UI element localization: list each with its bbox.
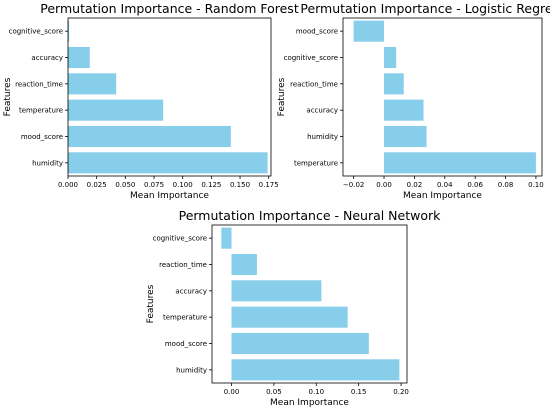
x-tick-label: 0.05 (266, 388, 282, 396)
y-tick-label: accuracy (306, 107, 338, 115)
y-axis-label: Features (277, 77, 287, 116)
y-tick-label: accuracy (175, 287, 207, 295)
y-tick-label: mood_score (296, 28, 338, 36)
x-tick-label: 0.000 (58, 181, 78, 189)
bar-accuracy (384, 99, 424, 121)
bar-temperature (384, 152, 536, 174)
y-axis-label: Features (3, 77, 13, 116)
bar-humidity (384, 125, 427, 148)
y-tick-label: humidity (307, 133, 338, 141)
plot-frame (342, 17, 543, 177)
y-tick-label: mood_score (165, 340, 207, 348)
plot-frame (211, 224, 408, 384)
x-tick-label: 0.125 (201, 181, 221, 189)
bar-cognitive-score (68, 20, 70, 42)
bar-mood-score (231, 332, 369, 355)
chart-title: Permutation Importance - Neural Network (179, 208, 442, 223)
x-tick-label: −0.02 (343, 181, 364, 189)
x-tick-label: 0.10 (528, 181, 544, 189)
bar-reaction-time (384, 73, 404, 95)
x-tick-label: 0.025 (87, 181, 107, 189)
x-tick-label: 0.050 (115, 181, 135, 189)
bar-cognitive-score (384, 46, 397, 69)
x-axis-label: Mean Importance (130, 191, 209, 201)
x-tick-label: 0.15 (351, 388, 367, 396)
x-tick-label: 0.08 (498, 181, 514, 189)
x-tick-label: 0.075 (144, 181, 164, 189)
chart-random-forest: Permutation Importance - Random Forest M… (3, 1, 299, 201)
x-tick-label: 0.20 (393, 388, 409, 396)
x-axis-label: Mean Importance (270, 398, 349, 408)
y-tick-label: temperature (294, 159, 338, 167)
y-tick-label: temperature (163, 314, 207, 322)
y-tick-label: humidity (32, 159, 63, 167)
y-axis-label: Features (146, 284, 156, 323)
y-tick-label: reaction_time (290, 80, 338, 88)
chart-neural-network: Permutation Importance - Neural Network … (146, 208, 441, 408)
y-tick-label: reaction_time (15, 80, 63, 88)
bar-mood-score (68, 125, 231, 148)
bar-temperature (231, 306, 348, 328)
x-tick-label: 0.02 (407, 181, 423, 189)
y-tick-label: cognitive_score (153, 235, 207, 243)
y-tick-label: accuracy (31, 54, 63, 62)
y-tick-label: mood_score (21, 133, 63, 141)
x-tick-label: 0.100 (173, 181, 193, 189)
y-tick-label: humidity (176, 366, 207, 374)
y-tick-label: temperature (19, 107, 63, 115)
plot-frame (67, 17, 272, 177)
x-tick-label: 0.00 (376, 181, 392, 189)
chart-logistic-regression: Permutation Importance - Logistic Regres… (277, 1, 550, 201)
y-tick-label: cognitive_score (284, 54, 338, 62)
bar-humidity (231, 359, 400, 381)
bar-mood-score (353, 20, 385, 42)
bar-cognitive-score (221, 227, 232, 249)
y-tick-label: reaction_time (159, 261, 207, 269)
chart-title: Permutation Importance - Random Forest (40, 1, 299, 16)
x-tick-label: 0.175 (259, 181, 279, 189)
bar-temperature (68, 99, 164, 121)
x-tick-label: 0.150 (230, 181, 250, 189)
x-tick-label: 0.04 (437, 181, 453, 189)
bar-reaction-time (231, 253, 257, 276)
bar-humidity (68, 152, 268, 174)
bar-reaction-time (68, 73, 117, 95)
bar-accuracy (68, 46, 90, 69)
x-axis-label: Mean Importance (403, 191, 482, 201)
y-tick-label: cognitive_score (9, 28, 63, 36)
x-tick-label: 0.06 (467, 181, 483, 189)
bar-accuracy (231, 280, 322, 302)
chart-title: Permutation Importance - Logistic Regres… (300, 1, 550, 16)
x-tick-label: 0.00 (224, 388, 240, 396)
x-tick-label: 0.10 (308, 388, 324, 396)
